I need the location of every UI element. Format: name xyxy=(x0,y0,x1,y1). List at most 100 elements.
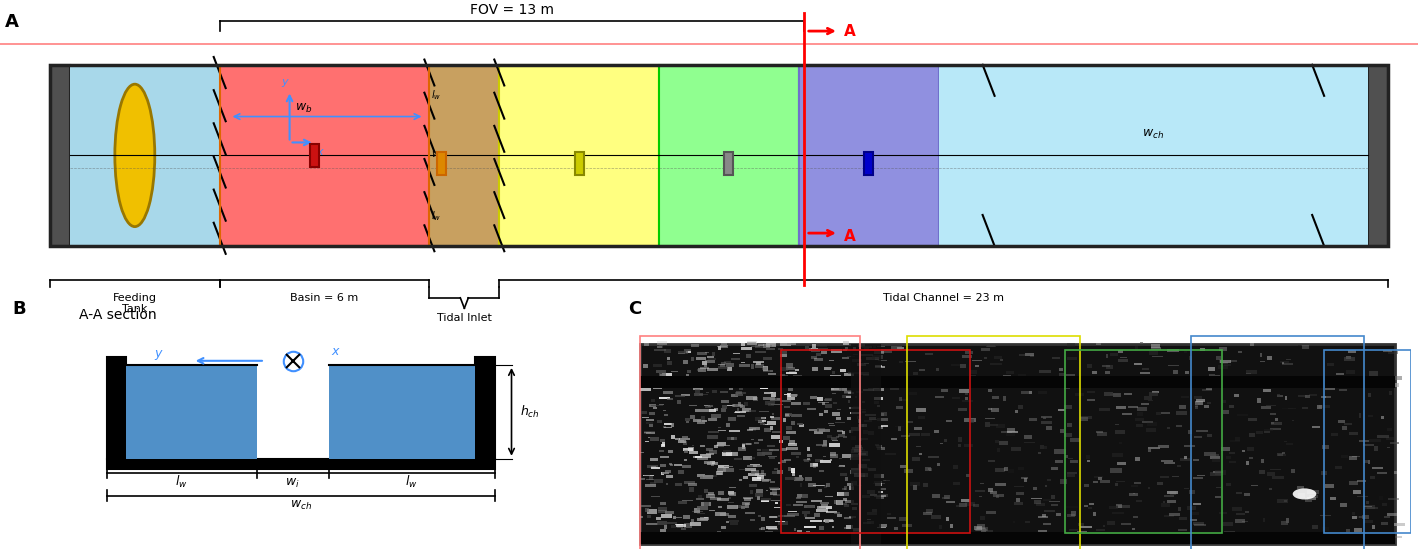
Bar xyxy=(736,391,742,393)
Bar xyxy=(696,420,705,424)
Bar xyxy=(1058,408,1065,411)
Bar xyxy=(657,370,666,373)
Bar xyxy=(703,461,712,465)
Bar xyxy=(692,511,703,512)
Bar xyxy=(706,453,715,455)
Bar xyxy=(784,458,791,461)
Bar xyxy=(703,490,708,493)
Bar xyxy=(834,402,838,403)
Bar xyxy=(807,447,810,451)
Bar xyxy=(1204,452,1217,456)
Bar xyxy=(1271,428,1280,430)
Bar xyxy=(825,404,832,408)
Bar xyxy=(842,387,848,391)
Bar xyxy=(1018,467,1024,471)
Bar xyxy=(1327,362,1334,366)
Bar xyxy=(859,372,869,375)
Bar xyxy=(783,375,788,378)
Bar xyxy=(1210,453,1219,456)
Bar xyxy=(824,367,831,370)
Bar xyxy=(1170,491,1176,495)
Bar xyxy=(837,501,842,505)
Bar xyxy=(752,477,761,481)
Bar xyxy=(1302,345,1309,349)
Bar xyxy=(956,505,964,507)
Text: $w_{ch}$: $w_{ch}$ xyxy=(289,500,312,512)
Bar xyxy=(1038,452,1041,454)
Bar xyxy=(793,375,801,379)
Bar xyxy=(1119,442,1122,443)
Bar xyxy=(1153,356,1163,357)
Bar xyxy=(688,378,699,382)
Bar xyxy=(727,505,737,508)
Bar xyxy=(1229,461,1236,463)
Bar xyxy=(790,371,795,374)
Bar xyxy=(645,441,649,442)
Bar xyxy=(1046,426,1052,430)
Bar xyxy=(849,486,854,490)
Bar xyxy=(1174,380,1183,382)
Bar xyxy=(1322,471,1327,475)
Bar xyxy=(780,355,787,356)
Bar xyxy=(641,388,651,391)
Bar xyxy=(659,456,669,458)
Bar xyxy=(659,374,666,379)
Bar xyxy=(769,528,778,530)
Bar xyxy=(1150,392,1157,396)
Bar xyxy=(980,516,986,519)
Bar xyxy=(703,475,715,477)
Bar xyxy=(824,485,827,488)
Bar xyxy=(574,152,584,175)
Bar xyxy=(718,346,720,350)
Bar xyxy=(700,367,709,369)
Bar xyxy=(716,444,719,446)
Bar xyxy=(953,465,959,470)
Bar xyxy=(926,509,933,513)
Bar xyxy=(710,463,715,466)
Bar xyxy=(743,402,747,406)
Text: $h_{ch}$: $h_{ch}$ xyxy=(520,404,539,420)
Bar xyxy=(1086,365,1092,369)
Bar xyxy=(729,386,733,390)
Bar xyxy=(726,363,735,367)
Bar xyxy=(1068,357,1078,360)
Bar xyxy=(845,347,848,350)
Bar xyxy=(699,393,708,395)
Bar xyxy=(106,458,495,468)
Bar xyxy=(966,475,970,477)
Bar xyxy=(742,445,744,448)
Bar xyxy=(1217,487,1221,488)
Bar xyxy=(820,506,825,508)
Bar xyxy=(1187,506,1195,510)
Bar xyxy=(1346,529,1350,532)
Bar xyxy=(810,520,821,522)
Bar xyxy=(220,65,430,246)
Bar xyxy=(834,500,837,503)
Bar xyxy=(780,343,791,346)
Bar xyxy=(1136,500,1143,502)
Bar xyxy=(922,433,930,436)
Bar xyxy=(862,467,869,469)
Bar xyxy=(913,486,917,490)
Bar xyxy=(1381,522,1388,525)
Bar xyxy=(1334,466,1343,470)
Bar xyxy=(659,345,664,348)
Bar xyxy=(881,349,892,352)
Bar xyxy=(891,438,898,440)
Bar xyxy=(854,406,861,408)
Bar xyxy=(1370,476,1375,478)
Bar xyxy=(756,490,763,492)
Bar xyxy=(787,393,791,397)
Bar xyxy=(763,370,773,372)
Bar xyxy=(934,430,939,432)
Bar xyxy=(1361,515,1368,518)
Bar xyxy=(763,424,767,425)
Bar xyxy=(807,408,817,410)
Bar xyxy=(851,436,856,440)
Bar xyxy=(984,357,987,359)
Bar xyxy=(686,374,689,376)
Bar xyxy=(1381,416,1384,419)
Bar xyxy=(824,519,830,523)
Bar xyxy=(50,65,1388,246)
Bar xyxy=(1229,360,1236,362)
